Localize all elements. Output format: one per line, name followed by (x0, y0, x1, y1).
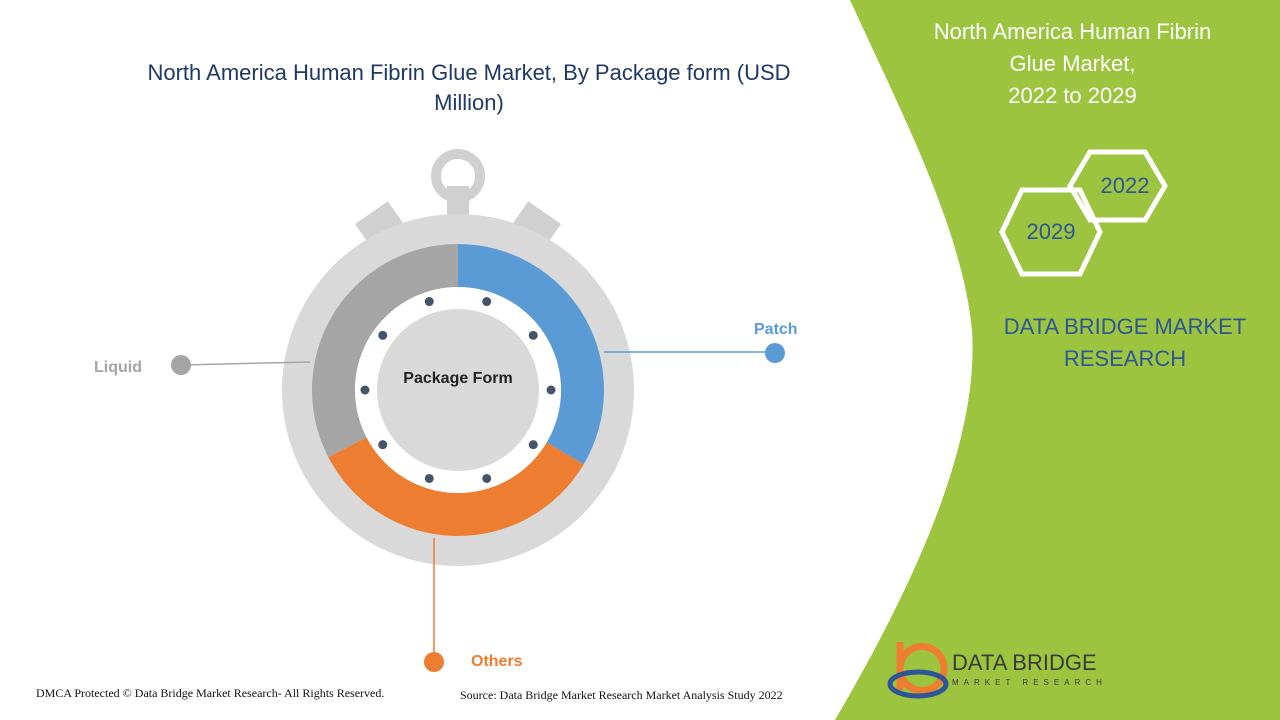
logo-name: DATA BRIDGE (952, 650, 1097, 675)
category-label: Liquid (94, 359, 142, 376)
watch-dot (360, 385, 370, 395)
category-label: Others (471, 653, 523, 670)
side-title-line: 2022 to 2029 (1008, 83, 1137, 108)
category-label: Patch (754, 321, 798, 338)
watch-dot (528, 330, 538, 340)
logo-mark (887, 669, 949, 699)
leader-dot (765, 343, 785, 363)
leader-dot (171, 355, 191, 375)
hexagon (999, 187, 1103, 277)
year-label: 2022 (1100, 173, 1150, 198)
watch-dot (482, 473, 492, 483)
hexagon (1067, 149, 1168, 223)
donut-segment (328, 437, 584, 536)
year-label: 2029 (1026, 219, 1076, 244)
inner-face (377, 309, 539, 471)
logo-tagline: MARKET RESEARCH (952, 678, 1107, 687)
side-title-line: Glue Market, (1009, 51, 1136, 76)
watch-button (355, 201, 405, 249)
watch-dot (378, 330, 388, 340)
copyright: DMCA Protected © Data Bridge Market Rese… (36, 686, 385, 700)
chart-title: North America Human Fibrin Glue Market, … (147, 60, 791, 115)
watch-dot (378, 440, 388, 450)
side-panel-bg (835, 0, 1280, 720)
donut-segment (312, 244, 458, 458)
watch-dot (528, 440, 538, 450)
leader-line (180, 361, 311, 366)
watch-dot (546, 385, 556, 395)
center-label: Package Form (403, 370, 513, 387)
logo-mark (896, 642, 948, 694)
donut-segment (458, 244, 604, 465)
source: Source: Data Bridge Market Research Mark… (460, 688, 783, 702)
watch-button (511, 201, 561, 249)
brand-text: DATA BRIDGE MARKET RESEARCH (1003, 314, 1247, 371)
watch-dot (482, 297, 492, 307)
watch-dot (424, 297, 434, 307)
watch-dot (424, 473, 434, 483)
side-title: North America Human Fibrin Glue Market, … (900, 16, 1245, 112)
leader-dot (424, 652, 444, 672)
side-title-line: North America Human Fibrin (933, 19, 1212, 44)
